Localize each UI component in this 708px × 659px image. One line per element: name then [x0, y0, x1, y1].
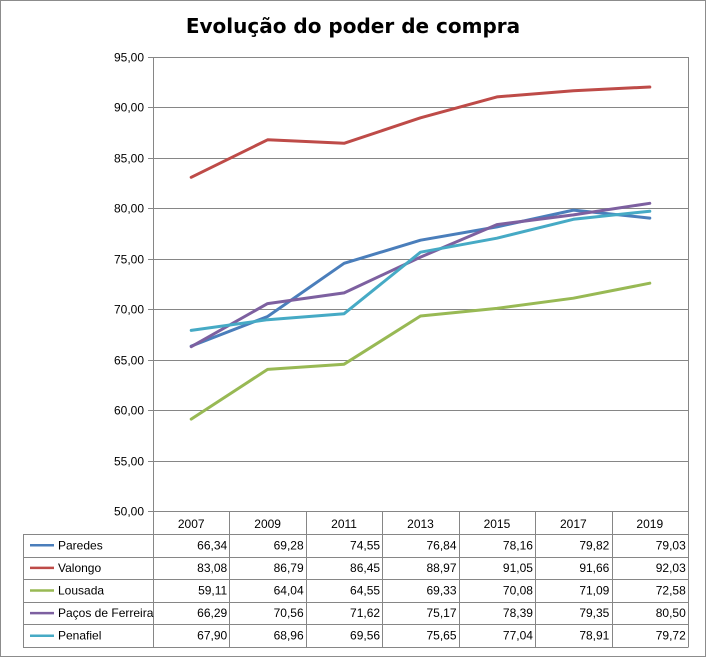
data-value-label: 78,91	[579, 629, 609, 643]
data-value-label: 92,03	[656, 561, 686, 575]
data-value-label: 78,16	[503, 538, 533, 552]
data-value-label: 69,28	[274, 538, 304, 552]
y-tick-label: 75,00	[114, 253, 144, 267]
y-tick-label: 90,00	[114, 101, 144, 115]
series-line	[189, 85, 652, 179]
data-value-label: 79,82	[579, 538, 609, 552]
series-name-label: Paços de Ferreira	[58, 606, 154, 620]
y-tick-label: 50,00	[114, 505, 144, 519]
data-value-label: 86,45	[350, 561, 380, 575]
x-category-label: 2015	[484, 517, 511, 531]
data-value-label: 88,97	[426, 561, 456, 575]
series-line	[189, 201, 652, 349]
x-category-label: 2007	[178, 517, 205, 531]
data-value-label: 69,33	[426, 584, 456, 598]
x-category-label: 2019	[636, 517, 663, 531]
data-value-label: 75,17	[426, 606, 456, 620]
x-category-label: 2017	[560, 517, 587, 531]
y-axis: 50,00 55,00 60,00 65,00 70,00 75,00 80,00 85,00…	[114, 51, 689, 519]
data-value-label: 76,84	[426, 538, 456, 552]
series-name-label: Valongo	[58, 561, 101, 575]
data-value-label: 69,56	[350, 629, 380, 643]
chart-title: Evolução do poder de compra	[186, 14, 520, 38]
data-value-label: 83,08	[197, 561, 227, 575]
data-value-label: 66,29	[197, 606, 227, 620]
series-line	[189, 209, 652, 332]
data-value-label: 66,34	[197, 538, 227, 552]
data-value-label: 64,55	[350, 584, 380, 598]
data-value-label: 59,11	[198, 584, 227, 598]
series-lines	[189, 85, 652, 421]
data-value-label: 78,39	[503, 606, 533, 620]
data-value-label: 71,62	[350, 606, 380, 620]
data-value-label: 77,04	[503, 629, 533, 643]
data-value-label: 79,35	[579, 606, 609, 620]
y-tick-label: 80,00	[114, 202, 144, 216]
data-value-label: 86,79	[274, 561, 304, 575]
y-tick-label: 70,00	[114, 303, 144, 317]
data-table: 2007 2009 2011 2013 2015 2017 2019 Paredes 66,34…	[23, 511, 689, 648]
series-line	[189, 281, 652, 421]
data-value-label: 71,09	[579, 584, 609, 598]
series-line	[189, 208, 652, 348]
data-value-label: 70,56	[274, 606, 304, 620]
data-value-label: 70,08	[503, 584, 533, 598]
data-value-label: 79,72	[656, 629, 686, 643]
x-category-label: 2009	[254, 517, 281, 531]
data-value-label: 91,05	[503, 561, 533, 575]
y-tick-label: 95,00	[114, 51, 144, 65]
data-value-label: 67,90	[197, 629, 227, 643]
y-tick-label: 85,00	[114, 152, 144, 166]
y-tick-label: 65,00	[114, 354, 144, 368]
data-value-label: 68,96	[274, 629, 304, 643]
x-category-label: 2013	[407, 517, 434, 531]
y-tick-label: 60,00	[114, 404, 144, 418]
data-value-label: 79,03	[656, 538, 686, 552]
y-tick-label: 55,00	[114, 455, 144, 469]
series-name-label: Paredes	[58, 538, 103, 552]
series-name-label: Penafiel	[58, 629, 101, 643]
data-value-label: 64,04	[274, 584, 304, 598]
data-value-label: 74,55	[350, 538, 380, 552]
data-value-label: 91,66	[579, 561, 609, 575]
data-value-label: 72,58	[656, 584, 686, 598]
data-value-label: 75,65	[426, 629, 456, 643]
data-value-label: 80,50	[656, 606, 686, 620]
series-name-label: Lousada	[58, 584, 104, 598]
gridlines	[153, 57, 688, 512]
x-category-label: 2011	[331, 517, 357, 531]
